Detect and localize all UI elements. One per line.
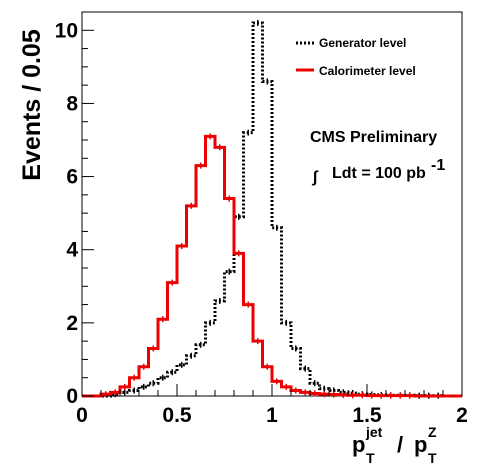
x-tick-label: 1.5 (352, 404, 382, 427)
x-tick-label: 2 (456, 404, 468, 427)
x-tick-label: 0 (76, 404, 88, 427)
x-tick-label: 1 (266, 404, 278, 427)
x-axis-title-sup1: jet (365, 424, 383, 440)
luminosity-exponent: -1 (431, 157, 445, 174)
x-axis-title-separator: / (397, 432, 403, 457)
cms-annotation: CMS Preliminary ∫ Ldt = 100 pb -1 (310, 129, 445, 186)
x-axis-title-sub2: T (428, 450, 437, 466)
legend-label-generator: Generator level (319, 36, 406, 50)
x-axis-title-p2: p (414, 432, 427, 457)
x-tick-label: 0.5 (162, 404, 192, 427)
x-axis-title-p1: p (352, 432, 365, 457)
y-tick-label: 0 (66, 385, 78, 408)
y-tick-label: 6 (66, 166, 78, 189)
luminosity-label: Ldt = 100 pb (332, 165, 426, 182)
integral-symbol: ∫ (311, 169, 319, 186)
series-line-generator (82, 21, 462, 398)
x-axis-title-sup2: Z (428, 424, 437, 440)
y-tick-label: 8 (66, 92, 78, 115)
y-axis-title: Events / 0.05 (18, 29, 46, 181)
legend: Generator level Calorimeter level (296, 36, 416, 78)
x-axis-title: p T jet / p T Z (352, 424, 437, 466)
y-tick-label: 4 (66, 239, 78, 262)
x-axis-title-sub1: T (366, 450, 375, 466)
y-tick-label: 2 (66, 312, 78, 335)
cms-preliminary-label: CMS Preliminary (310, 129, 437, 146)
legend-label-calorimeter: Calorimeter level (319, 64, 416, 78)
y-tick-label: 10 (55, 19, 78, 42)
